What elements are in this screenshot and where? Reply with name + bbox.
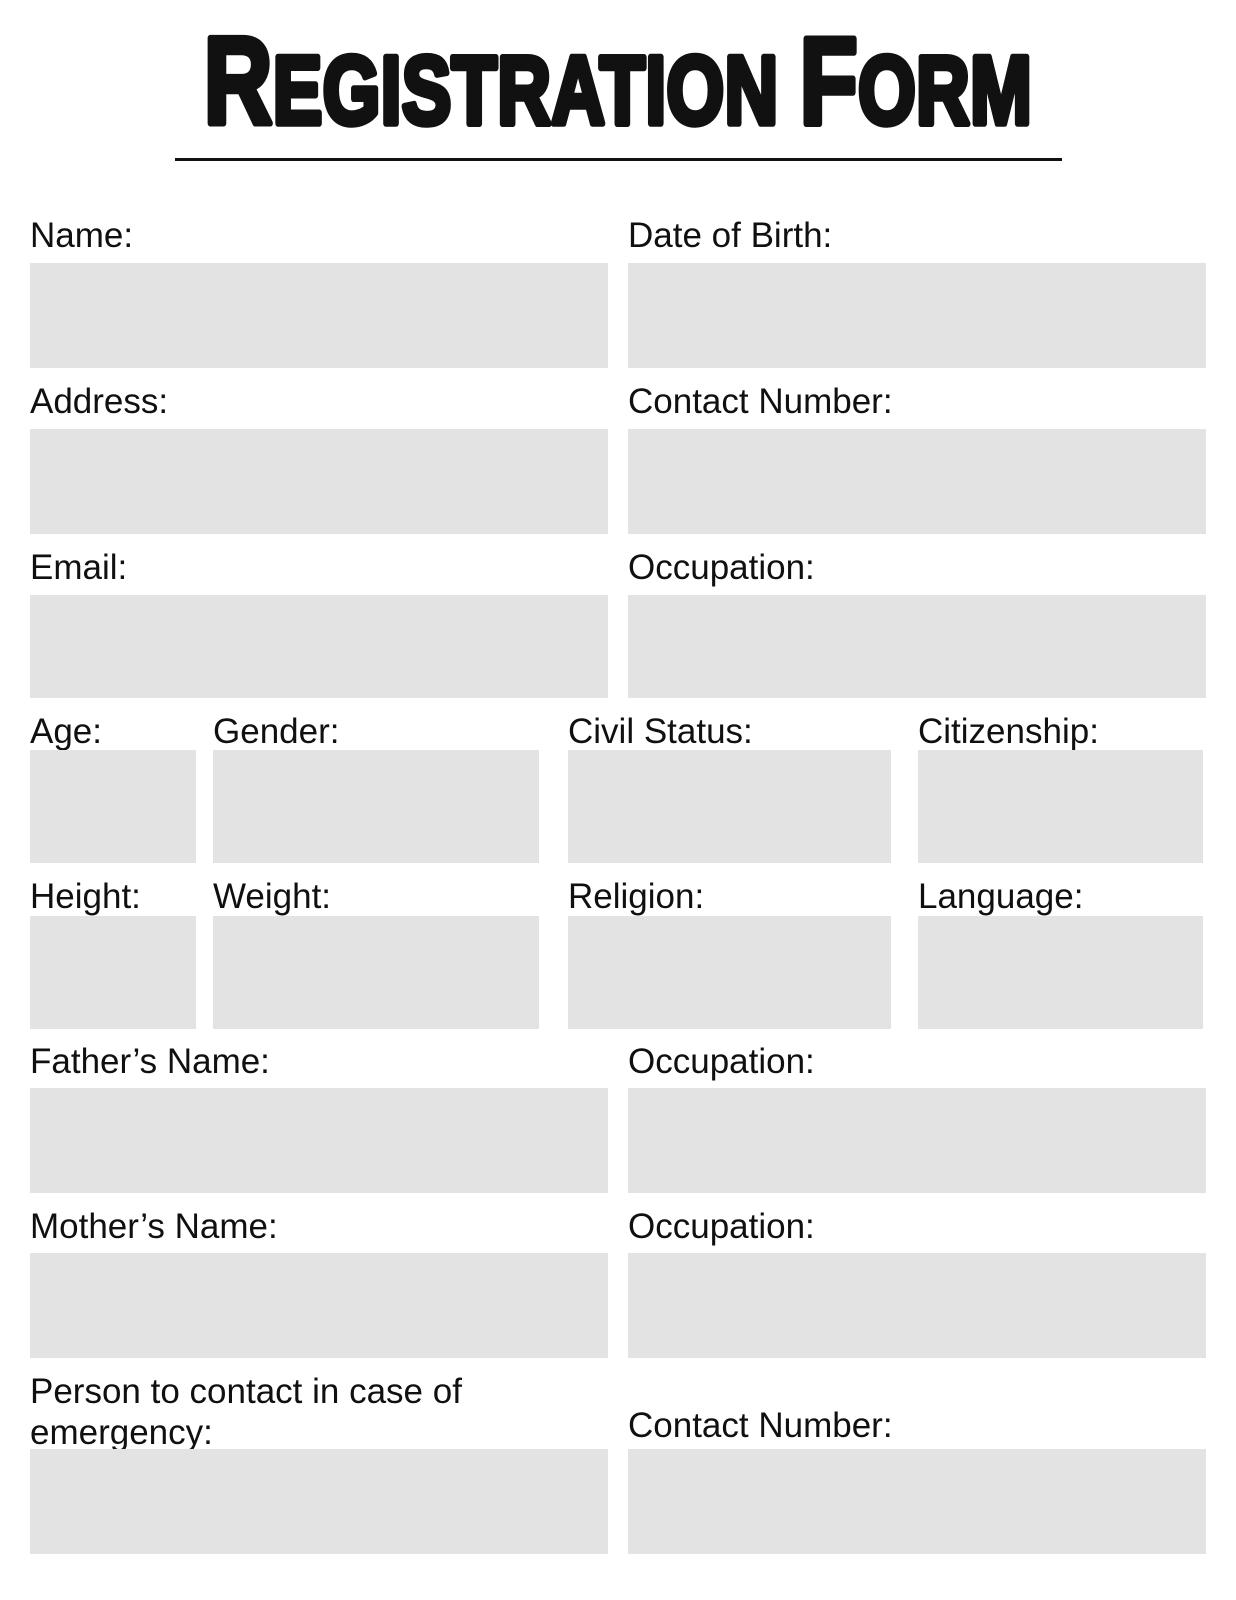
svg-text:REGISTRATION FORM: REGISTRATION FORM [204,20,1032,150]
